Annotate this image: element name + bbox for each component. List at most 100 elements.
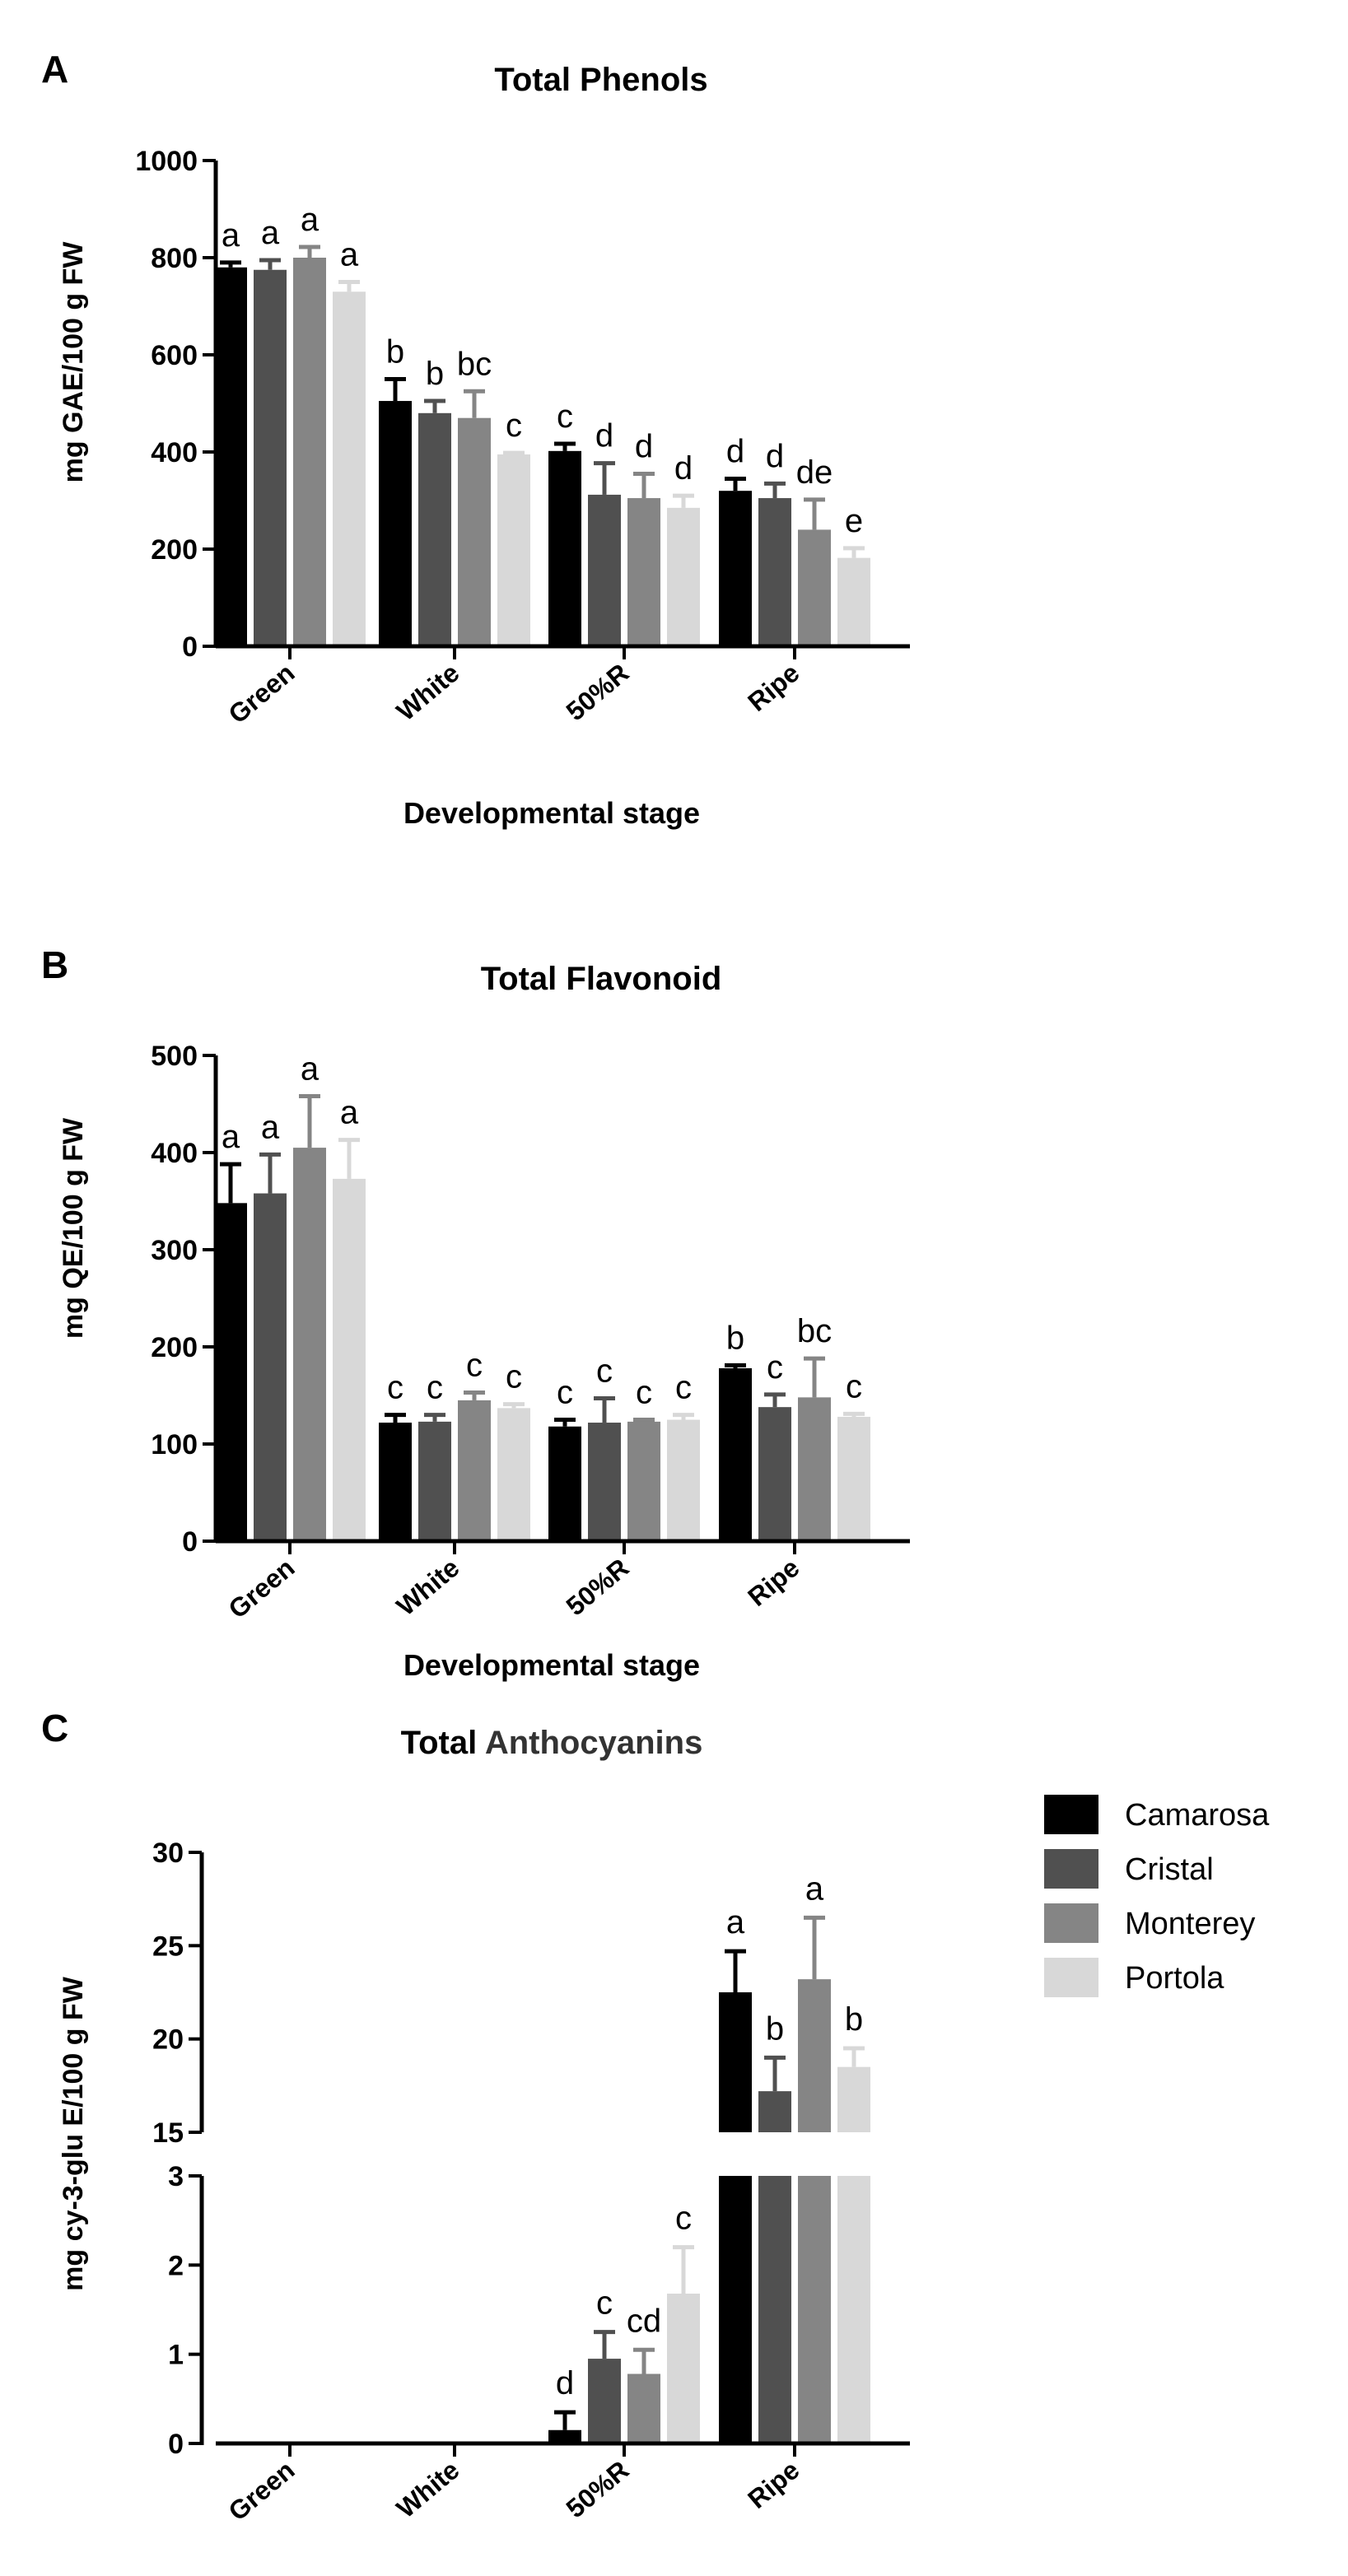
panel-a-y-tick-label: 800 bbox=[151, 243, 198, 274]
panel-c-bar-cristal-50-r bbox=[588, 2359, 621, 2443]
panel-a-significance-label: bc bbox=[457, 346, 492, 382]
legend-label-monterey: Monterey bbox=[1125, 1907, 1255, 1941]
panel-b-bar-cristal-50-r bbox=[588, 1423, 621, 1541]
panel-c-bar-portola-50-r bbox=[667, 2294, 700, 2443]
panel-a-bar-portola-ripe bbox=[837, 557, 870, 646]
panel-b-bar-cristal-ripe bbox=[758, 1407, 791, 1541]
panel-b-x-tick-label-green: Green bbox=[223, 1553, 301, 1624]
panel-a-x-tick-label-50-r: 50%R bbox=[561, 658, 635, 727]
panel-a-significance-label: a bbox=[261, 215, 280, 251]
panel-b-y-tick-label: 500 bbox=[151, 1041, 198, 1072]
panel-b-significance-label: c bbox=[557, 1375, 573, 1411]
panel-a-significance-label: d bbox=[595, 418, 613, 454]
panel-b-bar-camarosa-green bbox=[214, 1203, 247, 1541]
panel-c-bar-camarosa-ripe-upper bbox=[719, 1992, 752, 2132]
panel-a-x-tick-label-green: Green bbox=[223, 658, 301, 729]
panel-a-significance-label: a bbox=[222, 217, 240, 254]
panel-a-bar-portola-green bbox=[333, 291, 366, 646]
panel-a-bar-portola-50-r bbox=[667, 507, 700, 646]
panel-a-letter: A bbox=[41, 48, 68, 91]
panel-a-significance-label: d bbox=[766, 438, 784, 474]
panel-c-x-tick-label-50-r: 50%R bbox=[561, 2455, 635, 2524]
panel-a-bar-cristal-white bbox=[418, 412, 451, 646]
panel-b-bar-portola-white bbox=[497, 1408, 530, 1541]
panel-b-significance-label: c bbox=[767, 1349, 783, 1386]
panel-b-x-tick-label-white: White bbox=[391, 1553, 465, 1622]
panel-b-letter: B bbox=[41, 943, 68, 986]
panel-b-x-tick-label-50-r: 50%R bbox=[561, 1553, 635, 1622]
panel-b-significance-label: a bbox=[340, 1095, 359, 1131]
panel-c-title-prefix: Total bbox=[401, 1725, 485, 1761]
panel-b-significance-label: c bbox=[387, 1370, 403, 1406]
panel-c-y-tick-label: 20 bbox=[152, 2024, 184, 2056]
panel-c-y-tick-label: 2 bbox=[168, 2250, 184, 2281]
panel-c-significance-label: b bbox=[766, 2010, 784, 2047]
panel-c-title: Total Anthocyanins bbox=[401, 1725, 703, 1761]
panel-b-bar-portola-ripe bbox=[837, 1416, 870, 1541]
panel-a-bar-camarosa-ripe bbox=[719, 491, 752, 646]
panel-b-significance-label: c bbox=[846, 1368, 862, 1404]
panel-c-y-tick-label: 15 bbox=[152, 2117, 184, 2149]
panel-a-x-tick-label-white: White bbox=[391, 658, 465, 727]
panel-c-y-tick-label: 30 bbox=[152, 1838, 184, 1869]
panel-c-bar-cristal-ripe-upper bbox=[758, 2091, 791, 2132]
panel-a-significance-label: b bbox=[386, 334, 404, 370]
panel-b-bar-cristal-green bbox=[254, 1193, 287, 1541]
panel-a-x-tick-label-ripe: Ripe bbox=[742, 658, 805, 717]
panel-c-bar-cristal-ripe-lower bbox=[758, 2176, 791, 2443]
legend-swatch-monterey bbox=[1044, 1903, 1098, 1943]
panel-b-ylabel: mg QE/100 g FW bbox=[58, 1117, 89, 1339]
panel-a-significance-label: d bbox=[726, 433, 744, 469]
panel-c-significance-label: c bbox=[675, 2201, 692, 2237]
panel-a-significance-label: c bbox=[557, 398, 573, 435]
panel-a-y-tick-label: 0 bbox=[182, 631, 198, 663]
panel-c-y-tick-label: 3 bbox=[168, 2161, 184, 2192]
panel-c-bar-camarosa-50-r bbox=[548, 2429, 581, 2443]
panel-b-bar-camarosa-ripe bbox=[719, 1367, 752, 1541]
panel-c-bar-monterey-50-r bbox=[627, 2373, 660, 2443]
panel-c-title-suffix: Anthocyanins bbox=[485, 1725, 702, 1761]
panel-b-y-tick-label: 200 bbox=[151, 1332, 198, 1363]
panel-c-bar-portola-ripe-lower bbox=[837, 2176, 870, 2443]
panel-c-y-tick-label: 1 bbox=[168, 2340, 184, 2371]
panel-a-chart: 02004006008001000abcdabddabcddeacdeGreen… bbox=[135, 146, 910, 729]
panel-a-ylabel: mg GAE/100 g FW bbox=[58, 241, 89, 483]
legend-swatch-portola bbox=[1044, 1958, 1098, 1997]
panel-c-significance-label: cd bbox=[627, 2303, 661, 2339]
legend: Camarosa Cristal Monterey Portola bbox=[1044, 1795, 1270, 1997]
panel-c-x-tick-label-ripe: Ripe bbox=[742, 2455, 805, 2514]
panel-c-x-tick-label-green: Green bbox=[223, 2455, 301, 2527]
panel-b-bar-monterey-white bbox=[458, 1400, 491, 1541]
panel-b-bar-portola-50-r bbox=[667, 1419, 700, 1541]
panel-a-bar-monterey-white bbox=[458, 417, 491, 646]
legend-swatch-cristal bbox=[1044, 1849, 1098, 1889]
panel-b-significance-label: a bbox=[261, 1109, 280, 1145]
panel-b-significance-label: a bbox=[301, 1051, 320, 1088]
panel-a-significance-label: d bbox=[635, 429, 653, 465]
panel-a-significance-label: de bbox=[796, 454, 833, 491]
panel-b-significance-label: b bbox=[726, 1320, 744, 1356]
panel-b-significance-label: c bbox=[427, 1370, 443, 1406]
panel-b-y-tick-label: 300 bbox=[151, 1235, 198, 1266]
panel-a-bar-camarosa-50-r bbox=[548, 450, 581, 646]
panel-b-x-tick-label-ripe: Ripe bbox=[742, 1553, 805, 1612]
panel-c-significance-label: b bbox=[845, 2001, 863, 2038]
panel-c-significance-label: a bbox=[805, 1870, 824, 1907]
panel-b-significance-label: c bbox=[596, 1353, 613, 1390]
panel-a-significance-label: b bbox=[426, 356, 444, 392]
panel-b-y-tick-label: 400 bbox=[151, 1138, 198, 1169]
panel-a-xlabel: Developmental stage bbox=[403, 796, 700, 830]
panel-a-significance-label: a bbox=[340, 237, 359, 273]
panel-b-significance-label: c bbox=[466, 1347, 483, 1383]
panel-c-x-tick-label-white: White bbox=[391, 2455, 465, 2524]
panel-a-y-tick-label: 600 bbox=[151, 340, 198, 371]
panel-c-significance-label: d bbox=[556, 2365, 574, 2401]
panel-b-bar-cristal-white bbox=[418, 1421, 451, 1541]
panel-b-bar-camarosa-white bbox=[379, 1423, 412, 1541]
legend-label-cristal: Cristal bbox=[1125, 1852, 1214, 1887]
panel-c-bar-portola-ripe-upper bbox=[837, 2066, 870, 2132]
panel-c-significance-label: a bbox=[726, 1904, 745, 1940]
panel-b-bar-portola-green bbox=[333, 1178, 366, 1541]
panel-a-bar-camarosa-white bbox=[379, 401, 412, 646]
